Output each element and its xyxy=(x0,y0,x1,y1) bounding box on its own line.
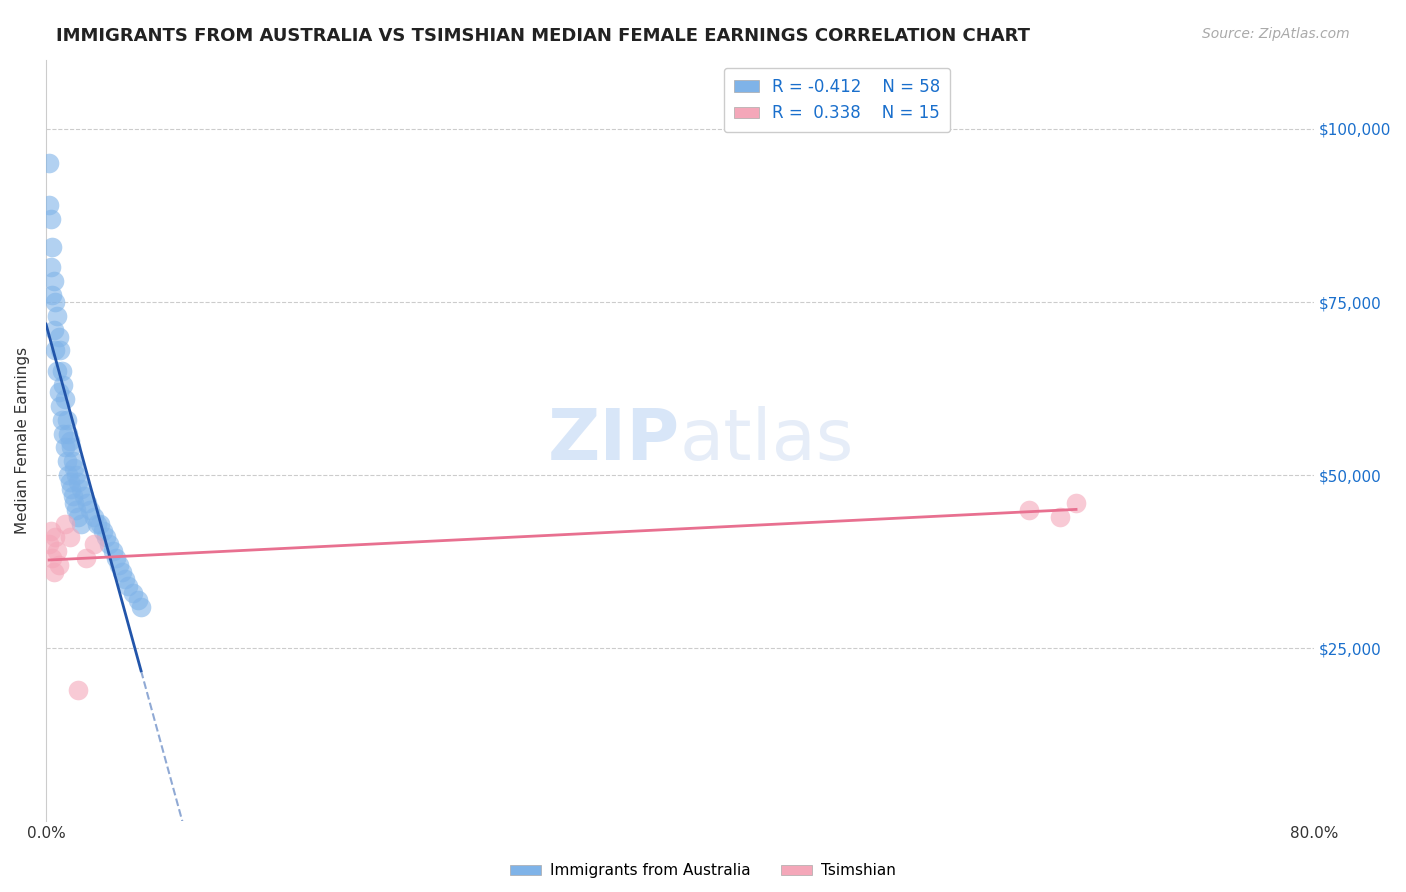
Point xyxy=(65,503,87,517)
Point xyxy=(46,364,69,378)
Point xyxy=(39,524,62,538)
Point xyxy=(83,509,105,524)
Point xyxy=(49,343,72,358)
Point xyxy=(38,537,60,551)
Point xyxy=(66,509,89,524)
Point xyxy=(56,426,79,441)
Point xyxy=(42,565,65,579)
Point xyxy=(108,558,131,573)
Point xyxy=(48,558,70,573)
Point xyxy=(83,537,105,551)
Point xyxy=(41,288,63,302)
Point xyxy=(66,682,89,697)
Point xyxy=(111,565,134,579)
Point xyxy=(62,454,84,468)
Legend: R = -0.412    N = 58, R =  0.338    N = 15: R = -0.412 N = 58, R = 0.338 N = 15 xyxy=(724,68,950,132)
Point xyxy=(96,531,118,545)
Point xyxy=(59,475,82,489)
Point xyxy=(38,198,60,212)
Point xyxy=(104,551,127,566)
Point xyxy=(62,489,84,503)
Point xyxy=(41,551,63,566)
Point xyxy=(53,441,76,455)
Point xyxy=(76,496,98,510)
Text: IMMIGRANTS FROM AUSTRALIA VS TSIMSHIAN MEDIAN FEMALE EARNINGS CORRELATION CHART: IMMIGRANTS FROM AUSTRALIA VS TSIMSHIAN M… xyxy=(56,27,1031,45)
Point xyxy=(46,544,69,558)
Point xyxy=(98,537,121,551)
Point xyxy=(122,586,145,600)
Point xyxy=(44,343,66,358)
Point xyxy=(117,579,139,593)
Point xyxy=(46,309,69,323)
Legend: Immigrants from Australia, Tsimshian: Immigrants from Australia, Tsimshian xyxy=(505,857,901,884)
Point xyxy=(41,239,63,253)
Point xyxy=(63,496,86,510)
Text: Source: ZipAtlas.com: Source: ZipAtlas.com xyxy=(1202,27,1350,41)
Point xyxy=(56,468,79,483)
Point xyxy=(55,454,77,468)
Point xyxy=(42,323,65,337)
Point xyxy=(53,392,76,406)
Point xyxy=(69,482,91,496)
Point xyxy=(1064,496,1087,510)
Point xyxy=(60,441,83,455)
Point xyxy=(75,551,97,566)
Y-axis label: Median Female Earnings: Median Female Earnings xyxy=(15,347,30,534)
Point xyxy=(59,434,82,448)
Point xyxy=(39,211,62,226)
Point xyxy=(73,489,96,503)
Point xyxy=(51,364,73,378)
Point xyxy=(53,516,76,531)
Point xyxy=(42,274,65,288)
Point xyxy=(129,599,152,614)
Point xyxy=(101,544,124,558)
Point xyxy=(38,156,60,170)
Point xyxy=(127,592,149,607)
Point xyxy=(91,524,114,538)
Point xyxy=(65,468,87,483)
Point xyxy=(48,385,70,400)
Point xyxy=(60,482,83,496)
Point xyxy=(52,378,75,392)
Point xyxy=(39,260,62,275)
Point xyxy=(1018,503,1040,517)
Text: ZIP: ZIP xyxy=(547,406,681,475)
Point xyxy=(69,516,91,531)
Point xyxy=(86,516,108,531)
Point xyxy=(48,329,70,343)
Point xyxy=(1049,509,1071,524)
Point xyxy=(79,503,101,517)
Point xyxy=(55,413,77,427)
Point xyxy=(114,572,136,586)
Point xyxy=(66,475,89,489)
Point xyxy=(89,516,111,531)
Point xyxy=(63,461,86,475)
Text: atlas: atlas xyxy=(681,406,855,475)
Point xyxy=(44,531,66,545)
Point xyxy=(44,295,66,310)
Point xyxy=(52,426,75,441)
Point xyxy=(51,413,73,427)
Point xyxy=(49,399,72,413)
Point xyxy=(59,531,82,545)
